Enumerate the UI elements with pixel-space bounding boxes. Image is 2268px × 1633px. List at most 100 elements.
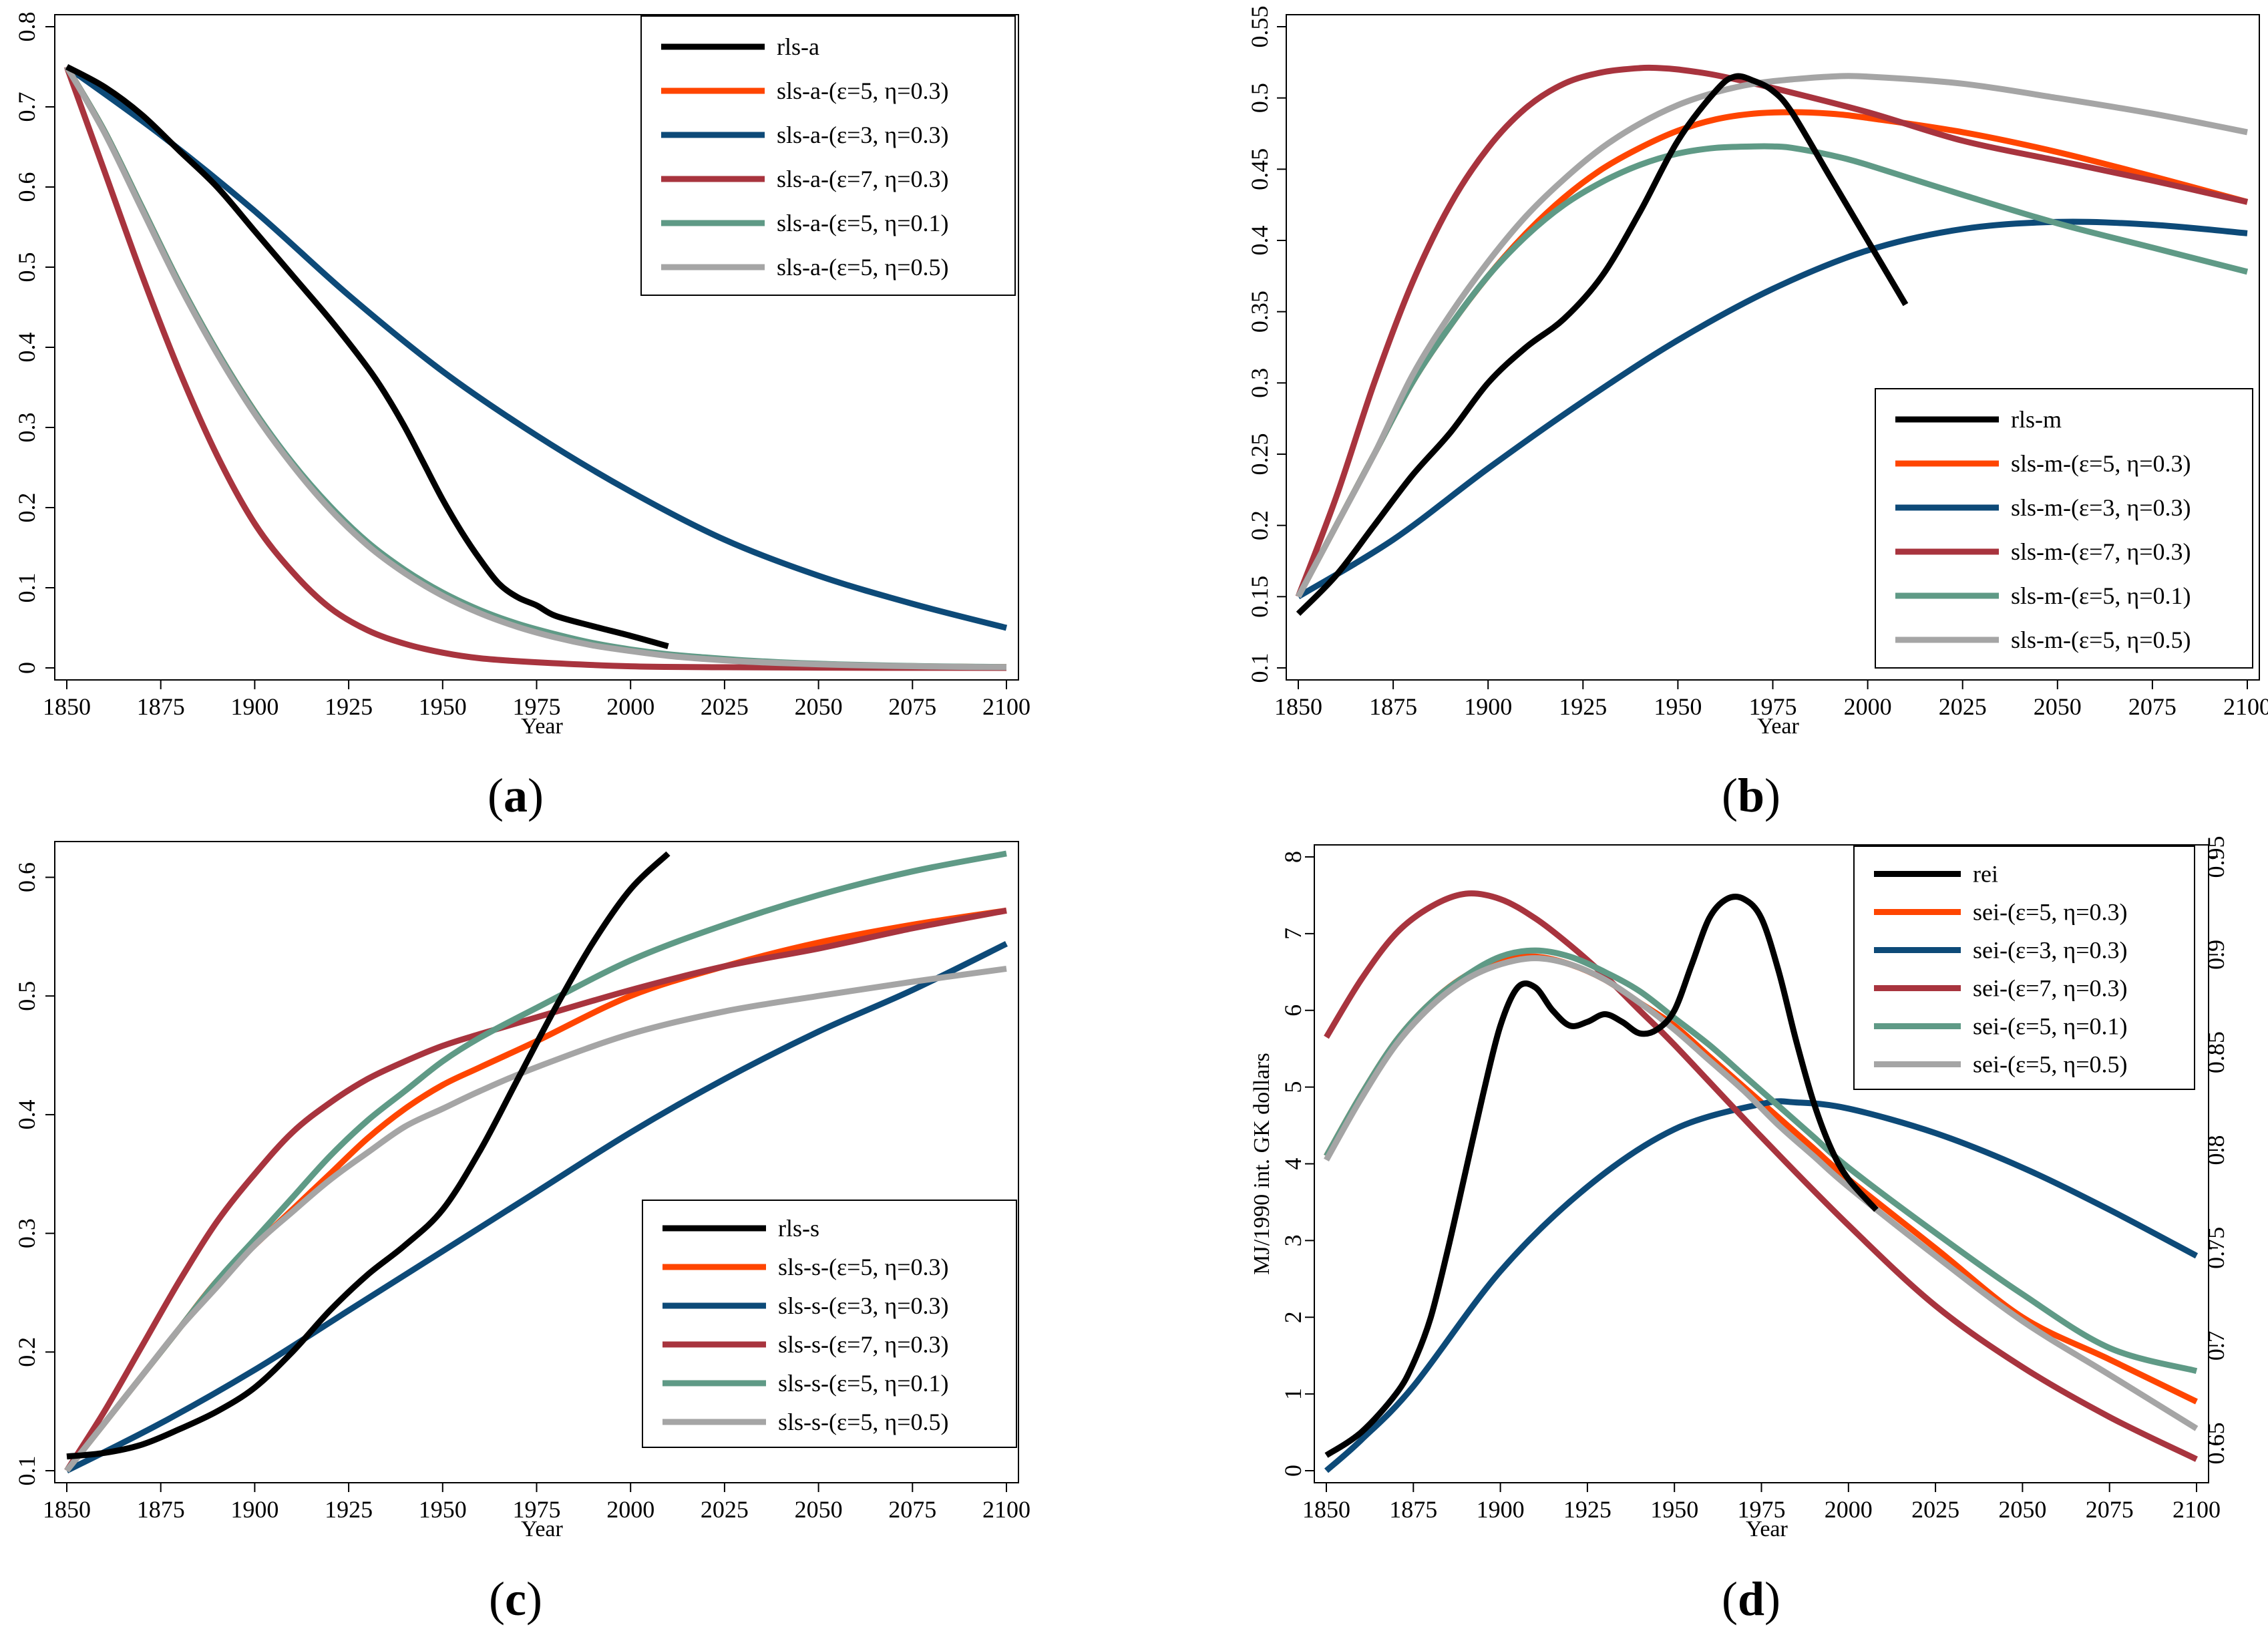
- y-tick-label: 4: [1280, 1158, 1306, 1170]
- x-tick-label: 1925: [325, 1496, 373, 1523]
- x-tick-label: 1975: [1738, 1496, 1786, 1523]
- x-tick-label: 2025: [1939, 693, 1987, 720]
- y-tick-label: 2: [1280, 1311, 1306, 1323]
- y-tick-label: 6: [1280, 1005, 1306, 1017]
- legend-label: sls-m-(ε=7, η=0.3): [2011, 538, 2191, 565]
- legend-box: [640, 15, 1016, 296]
- series-lines-b: [1295, 64, 2249, 616]
- y-tick-label: 0.2: [1246, 510, 1273, 540]
- legend-label: rls-s: [778, 1215, 819, 1242]
- right-y-tick-label: 0.95: [2203, 836, 2229, 878]
- y-tick-label: 0.1: [1246, 653, 1273, 683]
- y-tick-label: 0.8: [13, 12, 40, 42]
- legend-label: sls-a-(ε=3, η=0.3): [777, 122, 949, 148]
- panel-label-c: (c): [489, 1572, 542, 1626]
- y-tick-label: 3: [1280, 1234, 1306, 1246]
- x-axis-title: Year: [1757, 714, 1799, 739]
- y-tick-label: 0.15: [1246, 576, 1273, 618]
- legend-label: sls-a-(ε=5, η=0.5): [777, 254, 949, 281]
- series-line-rls-s: [66, 851, 671, 1460]
- x-tick-label: 1875: [1389, 1496, 1437, 1523]
- legend-box: [1875, 388, 2253, 669]
- y-tick-label: 0.4: [13, 1099, 40, 1129]
- y-tick-label: 0.6: [13, 172, 40, 202]
- panel-a: 1850 1875 1900 1925 1950 1975 2000 2025 2050 2075…: [13, 12, 1030, 823]
- x-tick-label: 2075: [2086, 1496, 2134, 1523]
- x-tick-label: 1850: [1274, 693, 1322, 720]
- x-tick-label: 1975: [513, 1496, 561, 1523]
- legend-box: [1853, 846, 2195, 1090]
- x-tick-label: 2100: [982, 693, 1030, 720]
- y-tick-label: 0.55: [1246, 6, 1273, 48]
- series-lines-d: [1324, 890, 2199, 1473]
- right-y-tick-label: 0.8: [2203, 1135, 2229, 1165]
- y-tick-label: 0.6: [13, 862, 40, 892]
- series-line-rei: [1324, 894, 1879, 1458]
- x-tick-label: 2050: [795, 1496, 843, 1523]
- x-tick-label: 1900: [230, 693, 278, 720]
- y-tick-label: 0.3: [1246, 368, 1273, 398]
- y-tick-label: 0.7: [13, 92, 40, 122]
- legend-label: sls-m-(ε=5, η=0.1): [2011, 582, 2191, 609]
- legend-b: rls-m sls-m-(ε=5, η=0.3) sls-m-(ε=3, η=0.3…: [1875, 388, 2253, 669]
- x-tick-label: 1875: [1369, 693, 1417, 720]
- x-tick-label: 2075: [888, 1496, 936, 1523]
- y-tick-label: 0.3: [13, 1218, 40, 1248]
- x-tick-label: 1975: [513, 693, 561, 720]
- x-tick-label: 2000: [606, 1496, 654, 1523]
- y-tick-label: 0.4: [1246, 226, 1273, 256]
- legend-c: rls-s sls-s-(ε=5, η=0.3) sls-s-(ε=3, η=0.3…: [642, 1200, 1017, 1448]
- series-line-rls-m: [1296, 73, 1909, 616]
- legend-label: sls-m-(ε=5, η=0.5): [2011, 626, 2191, 653]
- legend-label: sls-m-(ε=3, η=0.3): [2011, 494, 2191, 521]
- y-tick-label: 5: [1280, 1081, 1306, 1093]
- x-tick-label: 2025: [701, 693, 749, 720]
- panel-label-d: (d): [1722, 1572, 1780, 1626]
- legend-label: sls-s-(ε=3, η=0.3): [778, 1292, 949, 1319]
- series-line-sei-7-0-3-: [1324, 890, 2198, 1462]
- legend-label: sei-(ε=5, η=0.1): [1973, 1013, 2128, 1040]
- panel-d: 1850 1875 1900 1925 1950 1975 2000 2025 2050 2075…: [1250, 836, 2229, 1626]
- series-line-sls-a-7-0-3-: [63, 65, 1007, 671]
- series-line-rls-a: [65, 64, 669, 649]
- legend-label: rei: [1973, 861, 1998, 888]
- y-tick-label: 0: [1280, 1465, 1306, 1477]
- x-tick-label: 1900: [1464, 693, 1512, 720]
- series-line-sls-m-5-0-5-: [1296, 73, 2248, 598]
- y-tick-label: 0.1: [13, 573, 40, 603]
- x-tick-label: 2000: [1844, 693, 1892, 720]
- y-tick-label: 0.25: [1246, 433, 1273, 476]
- panel-c: 1850 1875 1900 1925 1950 1975 2000 2025 2050 2075…: [13, 841, 1030, 1626]
- y-tick-label: 0.5: [13, 252, 40, 283]
- legend-label: sls-a-(ε=7, η=0.3): [777, 166, 949, 192]
- legend-a: rls-a sls-a-(ε=5, η=0.3) sls-a-(ε=3, η=0.3…: [640, 15, 1016, 296]
- x-tick-label: 1875: [137, 1496, 185, 1523]
- x-tick-label: 2000: [606, 693, 654, 720]
- y-tick-label: 0.1: [13, 1456, 40, 1486]
- series-line-sls-m-3-0-3-: [1296, 218, 2248, 600]
- y-tick-label: 0: [13, 662, 40, 674]
- legend-label: sls-s-(ε=7, η=0.3): [778, 1331, 949, 1358]
- y-tick-label: 0.45: [1246, 148, 1273, 190]
- y-tick-label: 0.2: [13, 493, 40, 523]
- x-tick-label: 1950: [419, 693, 467, 720]
- legend-label: sls-s-(ε=5, η=0.1): [778, 1370, 949, 1397]
- y-tick-label: 0.5: [13, 981, 40, 1011]
- x-tick-label: 2025: [701, 1496, 749, 1523]
- x-tick-label: 1925: [325, 693, 373, 720]
- legend-label: sei-(ε=7, η=0.3): [1973, 975, 2128, 1002]
- x-tick-label: 2075: [888, 693, 936, 720]
- series-line-sls-m-5-0-1-: [1296, 143, 2249, 598]
- x-tick-label: 1875: [137, 693, 185, 720]
- right-y-tick-label: 0.85: [2203, 1031, 2229, 1073]
- legend-label: sls-s-(ε=5, η=0.3): [778, 1254, 949, 1280]
- series-line-sls-s-3-0-3-: [65, 940, 1008, 1474]
- x-tick-label: 1850: [43, 1496, 91, 1523]
- legend-label: sls-s-(ε=5, η=0.5): [778, 1409, 949, 1435]
- y-axis-title: MJ/1990 int. GK dollars: [1250, 1053, 1274, 1274]
- legend-label: rls-m: [2011, 406, 2062, 433]
- series-line-sls-a-3-0-3-: [65, 64, 1008, 631]
- y-tick-label: 0.35: [1246, 291, 1273, 333]
- x-tick-label: 1950: [419, 1496, 467, 1523]
